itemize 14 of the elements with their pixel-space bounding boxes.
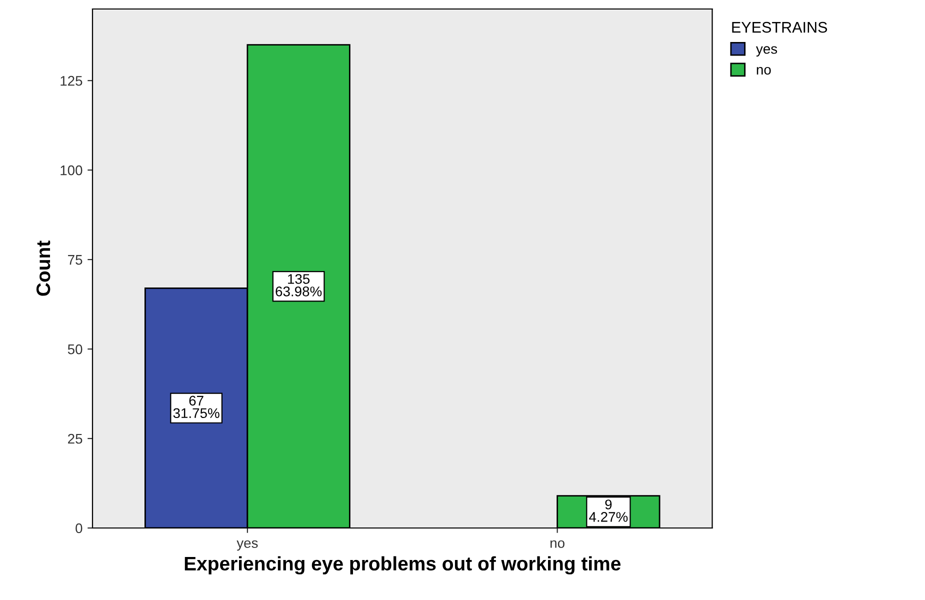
data-label: 135 63.98% — [276, 274, 322, 296]
y-tick-label: 125 — [60, 76, 82, 86]
legend-label: yes — [756, 46, 778, 57]
legend-label: no — [756, 66, 771, 75]
y-tick-label: 50 — [68, 344, 82, 354]
y-tick-label: 75 — [68, 255, 82, 265]
y-axis-title: Count — [36, 240, 50, 296]
y-tick-label: 25 — [68, 434, 82, 444]
legend-title: EYESTRAINS — [732, 22, 828, 33]
x-axis-title: Experiencing eye problems out of working time — [184, 556, 621, 574]
y-tick-label: 0 — [76, 523, 82, 534]
data-label: 9 4.27% — [589, 500, 628, 522]
y-tick-label: 100 — [60, 165, 82, 176]
data-label: 67 31.75% — [173, 396, 220, 418]
